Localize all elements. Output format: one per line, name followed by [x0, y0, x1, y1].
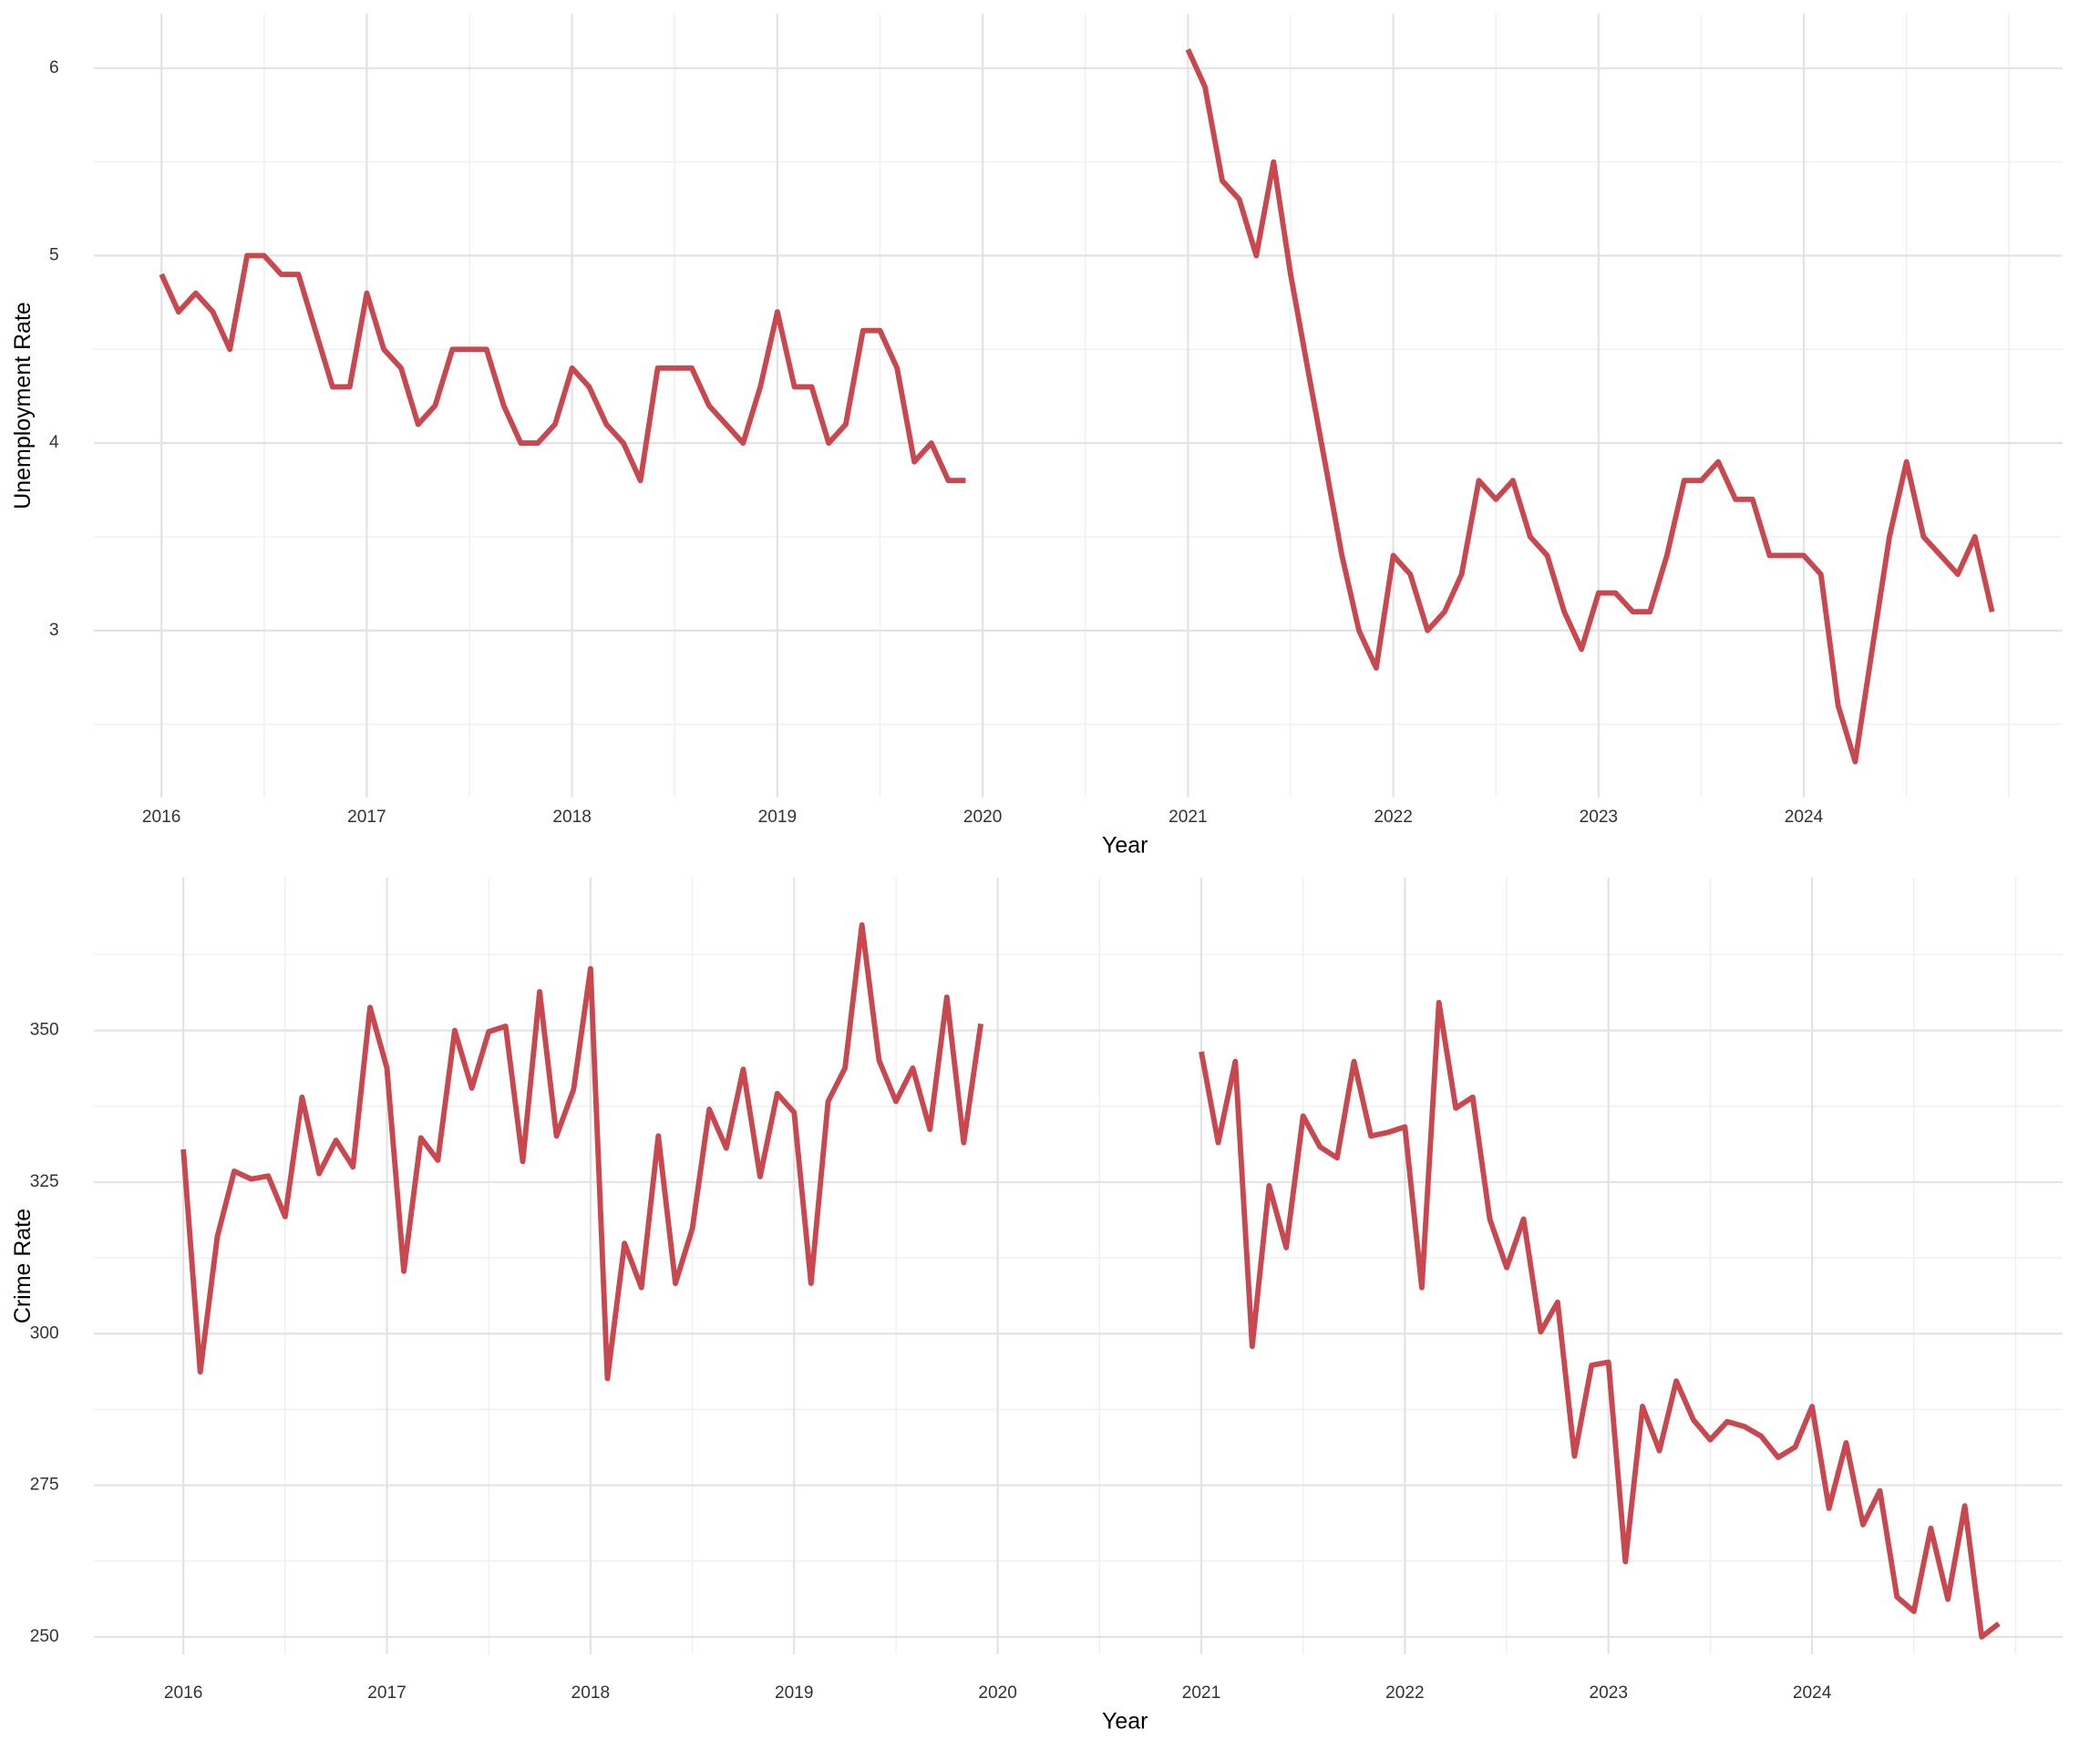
- y-axis-title: Crime Rate: [10, 1209, 36, 1323]
- x-tick-label: 2016: [164, 1683, 202, 1703]
- x-tick-label: 2019: [758, 808, 797, 827]
- data-line: [180, 921, 2001, 1640]
- x-tick-label: 2023: [1589, 1683, 1627, 1703]
- x-tick-label: 2019: [775, 1683, 813, 1703]
- x-tick-label: 2018: [571, 1683, 610, 1703]
- y-tick-label: 3: [49, 621, 59, 640]
- x-axis-title: Year: [1102, 1709, 1148, 1735]
- x-tick-label: 2024: [1785, 808, 1824, 827]
- y-tick-label: 350: [30, 1021, 59, 1040]
- x-tick-label: 2022: [1374, 808, 1412, 827]
- y-tick-label: 250: [30, 1627, 59, 1646]
- x-tick-label: 2024: [1793, 1683, 1832, 1703]
- y-tick-label: 5: [49, 246, 59, 265]
- y-tick-label: 300: [30, 1323, 59, 1343]
- y-tick-label: 275: [30, 1476, 59, 1495]
- x-tick-label: 2016: [142, 808, 180, 827]
- x-tick-label: 2021: [1182, 1683, 1220, 1703]
- x-tick-label: 2021: [1168, 808, 1207, 827]
- x-tick-label: 2017: [367, 1683, 406, 1703]
- y-tick-label: 4: [49, 433, 59, 452]
- y-tick-label: 325: [30, 1172, 59, 1191]
- x-tick-label: 2020: [978, 1683, 1016, 1703]
- x-tick-label: 2023: [1580, 808, 1618, 827]
- x-axis-title: Year: [1102, 833, 1148, 859]
- y-axis-title: Unemployment Rate: [10, 302, 36, 510]
- data-line: [159, 48, 1995, 765]
- x-tick-label: 2018: [552, 808, 591, 827]
- x-tick-label: 2020: [963, 808, 1002, 827]
- x-tick-label: 2017: [347, 808, 386, 827]
- y-tick-label: 6: [49, 58, 59, 77]
- x-tick-label: 2022: [1385, 1683, 1424, 1703]
